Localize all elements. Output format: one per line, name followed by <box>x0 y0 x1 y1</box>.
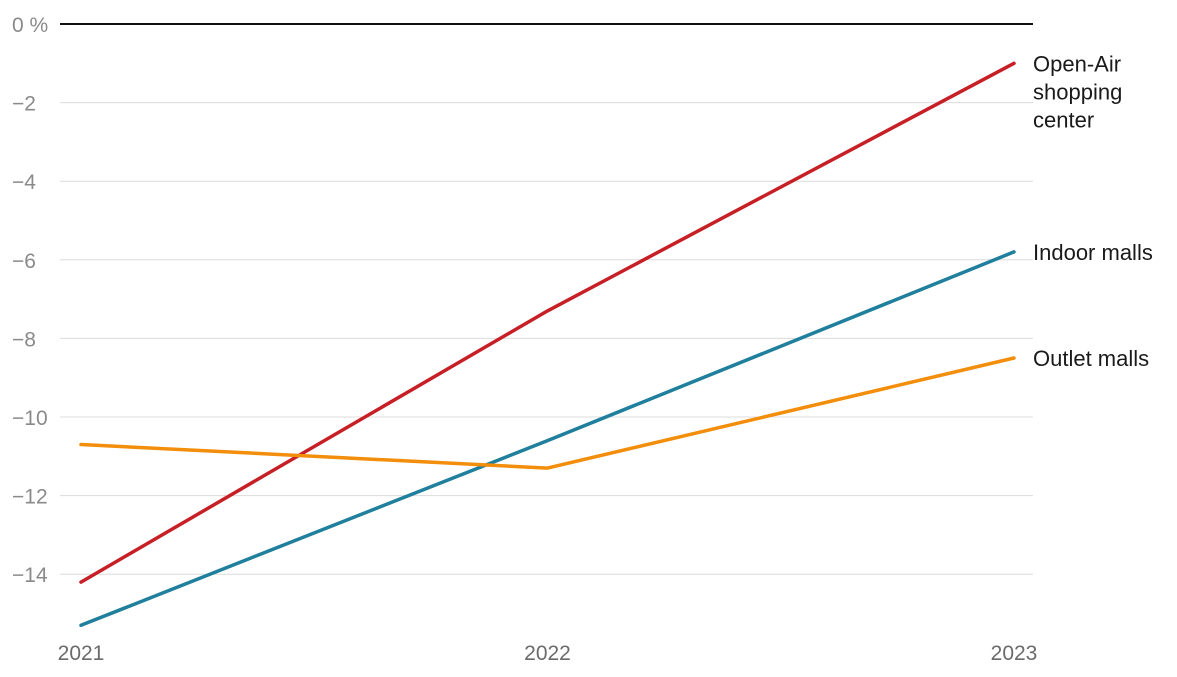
y-tick-label: −14 <box>12 564 48 587</box>
series-line-outlet-malls <box>79 356 1016 470</box>
series-label: shopping <box>1033 79 1122 104</box>
series-label: Open-Air <box>1033 51 1121 76</box>
y-tick-label: −12 <box>12 486 48 509</box>
series-line-open-air-shopping-center <box>79 61 1016 584</box>
series-labels: Open-Air shopping center Indoor malls Outlet… <box>1033 51 1153 371</box>
y-axis-ticks: 0 % −2 −4 −6 −8 −10 −12 −14 <box>12 14 48 587</box>
y-tick-label: 0 % <box>12 14 48 37</box>
y-tick-label: −6 <box>12 250 36 273</box>
series-label: Indoor malls <box>1033 240 1153 265</box>
series-lines <box>79 61 1016 628</box>
series-line-indoor-malls <box>79 250 1016 628</box>
series-label: center <box>1033 107 1094 132</box>
x-tick-label: 2022 <box>524 642 571 665</box>
x-tick-label: 2023 <box>991 642 1038 665</box>
y-tick-label: −8 <box>12 328 36 351</box>
x-tick-label: 2021 <box>58 642 105 665</box>
y-tick-label: −2 <box>12 93 36 116</box>
y-tick-label: −10 <box>12 407 48 430</box>
x-axis-ticks: 2021 2022 2023 <box>58 642 1038 665</box>
series-label: Outlet malls <box>1033 346 1149 371</box>
y-tick-label: −4 <box>12 171 36 194</box>
grid-lines <box>60 23 1033 575</box>
